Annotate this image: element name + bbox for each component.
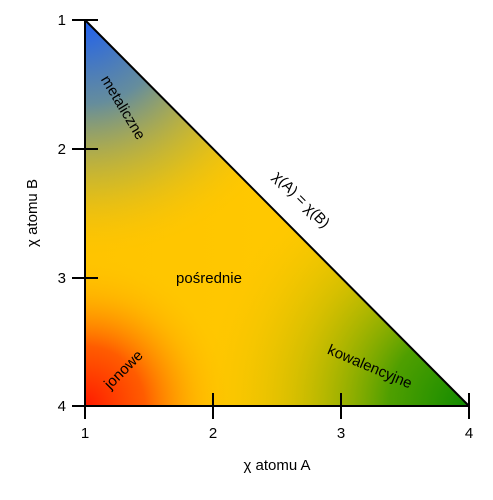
y-tick-label-1: 1 bbox=[58, 12, 66, 29]
y-tick-label-3: 3 bbox=[58, 270, 66, 287]
x-tick-label-4: 4 bbox=[465, 425, 473, 442]
x-tick-label-1: 1 bbox=[81, 425, 89, 442]
diagonal-line bbox=[84, 19, 470, 407]
x-tick-label-3: 3 bbox=[337, 425, 345, 442]
y-tick-label-2: 2 bbox=[58, 141, 66, 158]
y-axis-title: χ atomu B bbox=[24, 179, 41, 247]
y-tick-label-4: 4 bbox=[58, 398, 66, 415]
x-tick-label-2: 2 bbox=[209, 425, 217, 442]
x-axis-title: χ atomu A bbox=[243, 457, 310, 474]
region-label-intermediate: pośrednie bbox=[176, 270, 242, 287]
